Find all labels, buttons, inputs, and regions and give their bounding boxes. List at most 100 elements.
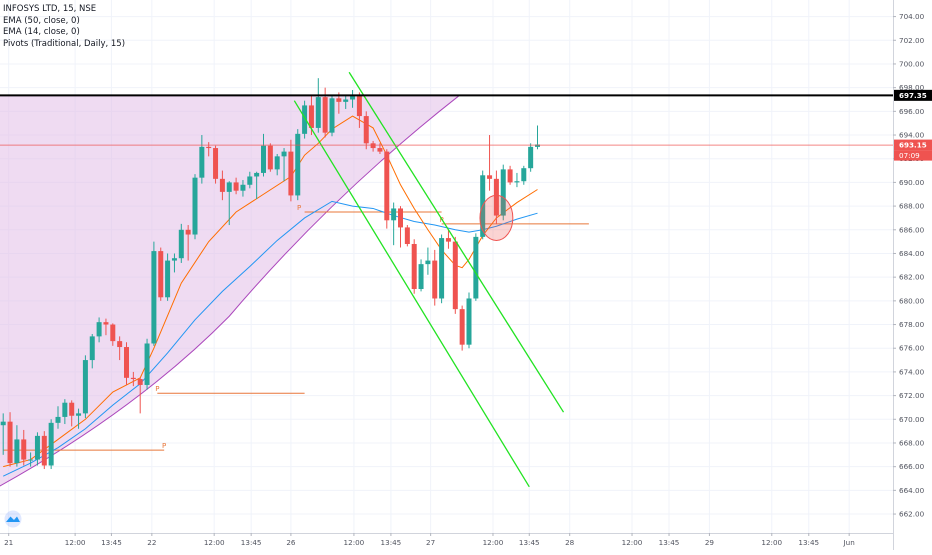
price-axis: 662.00 664.00 666.00 668.00 670.00 672.00 674.…	[893, 12, 925, 519]
candle-body	[302, 105, 308, 134]
candle-body	[459, 309, 465, 345]
legend-symbol[interactable]: INFOSYS LTD, 15, NSE	[3, 4, 97, 14]
candle-body	[96, 322, 102, 337]
price-tick-label: 670.00	[899, 415, 925, 424]
price-tick-label: 702.00	[899, 36, 925, 45]
candle-body	[343, 99, 349, 102]
candle-body	[521, 168, 527, 182]
candle-body	[308, 105, 314, 128]
candle-body	[329, 98, 335, 133]
time-tick-label: 29	[705, 538, 715, 547]
price-tick-label: 674.00	[899, 367, 925, 376]
candle-body	[432, 260, 438, 299]
candle-body	[14, 439, 20, 464]
price-tick-label: 678.00	[899, 320, 925, 329]
tradingview-logo-icon[interactable]	[4, 510, 22, 528]
candle-body	[124, 347, 129, 378]
candle-body	[507, 169, 513, 183]
candle-body	[171, 258, 177, 261]
candle-body	[76, 413, 82, 416]
chart-legend: INFOSYS LTD, 15, NSE EMA (50, close, 0) …	[3, 4, 125, 50]
candle-body	[418, 264, 424, 290]
price-tick-label: 662.00	[899, 510, 925, 519]
time-tick-label: 12:00	[483, 538, 504, 547]
time-tick-label: 13:45	[659, 538, 680, 547]
pivot-label: P	[162, 442, 166, 450]
candle-body	[535, 144, 540, 147]
price-tick-label: 696.00	[899, 107, 925, 116]
candle-body	[62, 402, 68, 417]
legend-ema14[interactable]: EMA (14, close, 0)	[3, 27, 80, 37]
legend-pivots[interactable]: Pivots (Traditional, Daily, 15)	[3, 38, 126, 49]
legend-ema50[interactable]: EMA (50, close, 0)	[3, 15, 80, 26]
candle-body	[151, 251, 157, 344]
candle-body	[233, 182, 239, 191]
candle-body	[267, 145, 273, 170]
candle-body	[445, 238, 451, 242]
price-tick-label: 694.00	[899, 131, 925, 140]
price-tick-label: 664.00	[899, 486, 925, 495]
time-tick-label: 12:00	[344, 538, 365, 547]
time-tick-label: 12:00	[622, 538, 643, 547]
candle-body	[315, 97, 321, 128]
time-axis: 21 12:00 13:45 22 12:00 13:45 26 12:00 13:45 27 12…	[4, 533, 855, 547]
price-tick-label: 666.00	[899, 462, 925, 471]
candle-body	[391, 208, 397, 221]
candle-body	[165, 260, 171, 298]
time-tick-label: 26	[286, 538, 296, 547]
candle-body	[528, 146, 534, 169]
candle-body	[261, 145, 266, 173]
highlight-circle	[479, 194, 514, 241]
time-tick-label: 12:00	[204, 538, 225, 547]
time-tick-label: 12:00	[761, 538, 782, 547]
countdown-tag	[894, 150, 932, 161]
price-tick-label: 700.00	[899, 59, 925, 68]
candle-body	[350, 95, 356, 100]
candle-body	[144, 343, 150, 385]
candle-body	[240, 184, 246, 191]
candle-body	[363, 116, 369, 144]
time-tick-label: 27	[426, 538, 435, 547]
pivot-label: P	[155, 385, 159, 393]
candle-body	[295, 133, 301, 196]
candle-body	[336, 98, 342, 102]
candle-body	[103, 322, 109, 325]
price-tick-label: 684.00	[899, 249, 925, 258]
candle-body	[466, 298, 472, 345]
time-tick-label: 13:45	[798, 538, 819, 547]
last-price-label: 693.15	[899, 141, 927, 150]
candle-body	[473, 236, 479, 299]
candle-body	[117, 341, 123, 348]
time-tick-label: Jun	[843, 538, 855, 547]
price-tick-label: 676.00	[899, 344, 925, 353]
price-tick-label: 690.00	[899, 178, 925, 187]
candle-body	[41, 435, 47, 466]
time-tick-label: 13:45	[101, 538, 122, 547]
resistance-price-tag	[894, 89, 932, 101]
candle-body	[493, 178, 499, 216]
candle-body	[247, 176, 253, 185]
candle-body	[28, 459, 34, 461]
price-tick-label: 688.00	[899, 202, 925, 211]
candle-body	[7, 421, 13, 464]
candle-body	[219, 178, 225, 192]
ema50-line	[2, 200, 538, 477]
candle-body	[110, 324, 116, 342]
price-tick-label: 668.00	[899, 438, 925, 447]
candle-body	[69, 402, 75, 416]
candle-body	[0, 421, 6, 426]
time-tick-label: 13:45	[381, 538, 402, 547]
candle-body	[452, 241, 458, 310]
last-price-tag	[894, 139, 932, 151]
resistance-price-label: 697.35	[899, 91, 927, 100]
candle-body	[185, 229, 191, 235]
pivot-label: P	[297, 204, 301, 212]
rising-wedge-area	[0, 95, 459, 486]
candle-body	[55, 416, 61, 423]
price-tick-label: 704.00	[899, 12, 925, 21]
candle-body	[34, 435, 40, 460]
candle-body	[411, 243, 417, 290]
candle-body	[356, 95, 362, 117]
